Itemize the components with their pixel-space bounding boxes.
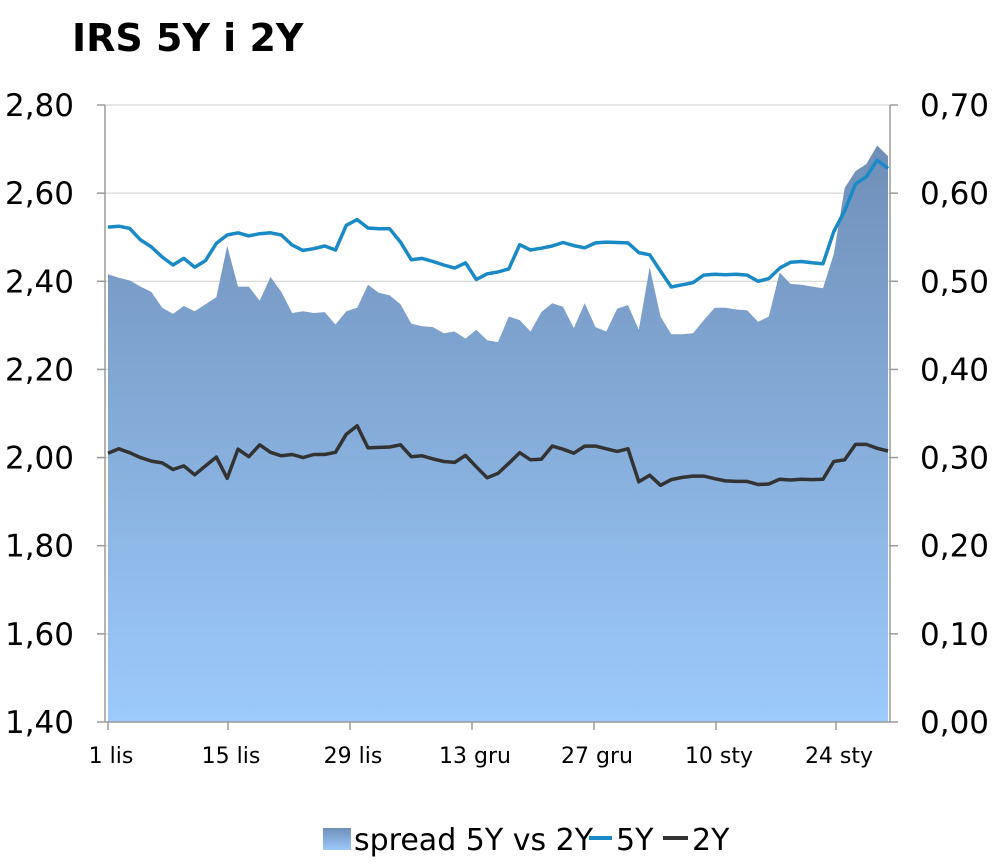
x-tick-label: 29 lis xyxy=(324,744,383,769)
y-left-tick-label: 2,00 xyxy=(5,441,74,477)
y-right-tick-label: 0,00 xyxy=(920,705,989,741)
spread-area-layer xyxy=(108,145,888,722)
x-tick-label: 27 gru xyxy=(561,744,633,769)
y-right-tick-label: 0,40 xyxy=(920,352,989,388)
series-line-5y xyxy=(107,158,890,289)
legend-swatch-spread xyxy=(323,828,351,850)
axes xyxy=(97,104,898,730)
y-right-tick-label: 0,10 xyxy=(920,617,989,653)
y-left-tick-label: 2,60 xyxy=(5,176,74,212)
x-tick-label: 15 lis xyxy=(202,744,261,769)
y-right-tick-label: 0,60 xyxy=(920,176,989,212)
x-tick-label: 13 gru xyxy=(439,744,511,769)
legend-label-5y: 5Y xyxy=(616,823,654,858)
legend-label-2y: 2Y xyxy=(692,823,730,858)
x-tick-label: 24 sty xyxy=(805,744,873,769)
y-right-tick-label: 0,20 xyxy=(920,529,989,565)
x-tick-label: 10 sty xyxy=(685,744,753,769)
y-left-tick-label: 2,20 xyxy=(5,352,74,388)
legend: spread 5Y vs 2Y 5Y 2Y xyxy=(323,823,730,858)
y-left-tick-label: 1,40 xyxy=(5,705,74,741)
tick-labels: 1,40 1,60 1,80 2,00 2,20 2,40 2,60 2,80 0,00 0,10… xyxy=(5,88,989,769)
y-left-tick-label: 1,80 xyxy=(5,529,74,565)
chart-title: IRS 5Y i 2Y xyxy=(72,16,304,60)
y-right-tick-label: 0,50 xyxy=(920,264,989,300)
y-right-tick-label: 0,70 xyxy=(920,88,989,124)
series-line-2y xyxy=(107,424,889,488)
y-left-tick-label: 2,40 xyxy=(5,264,74,300)
y-left-tick-label: 1,60 xyxy=(5,617,74,653)
spread-area xyxy=(108,145,888,722)
legend-label-spread: spread 5Y vs 2Y xyxy=(354,823,594,858)
y-right-tick-label: 0,30 xyxy=(920,441,989,477)
x-tick-label: 1 lis xyxy=(89,744,134,769)
lines-layer xyxy=(107,158,890,488)
y-left-tick-label: 2,80 xyxy=(5,88,74,124)
